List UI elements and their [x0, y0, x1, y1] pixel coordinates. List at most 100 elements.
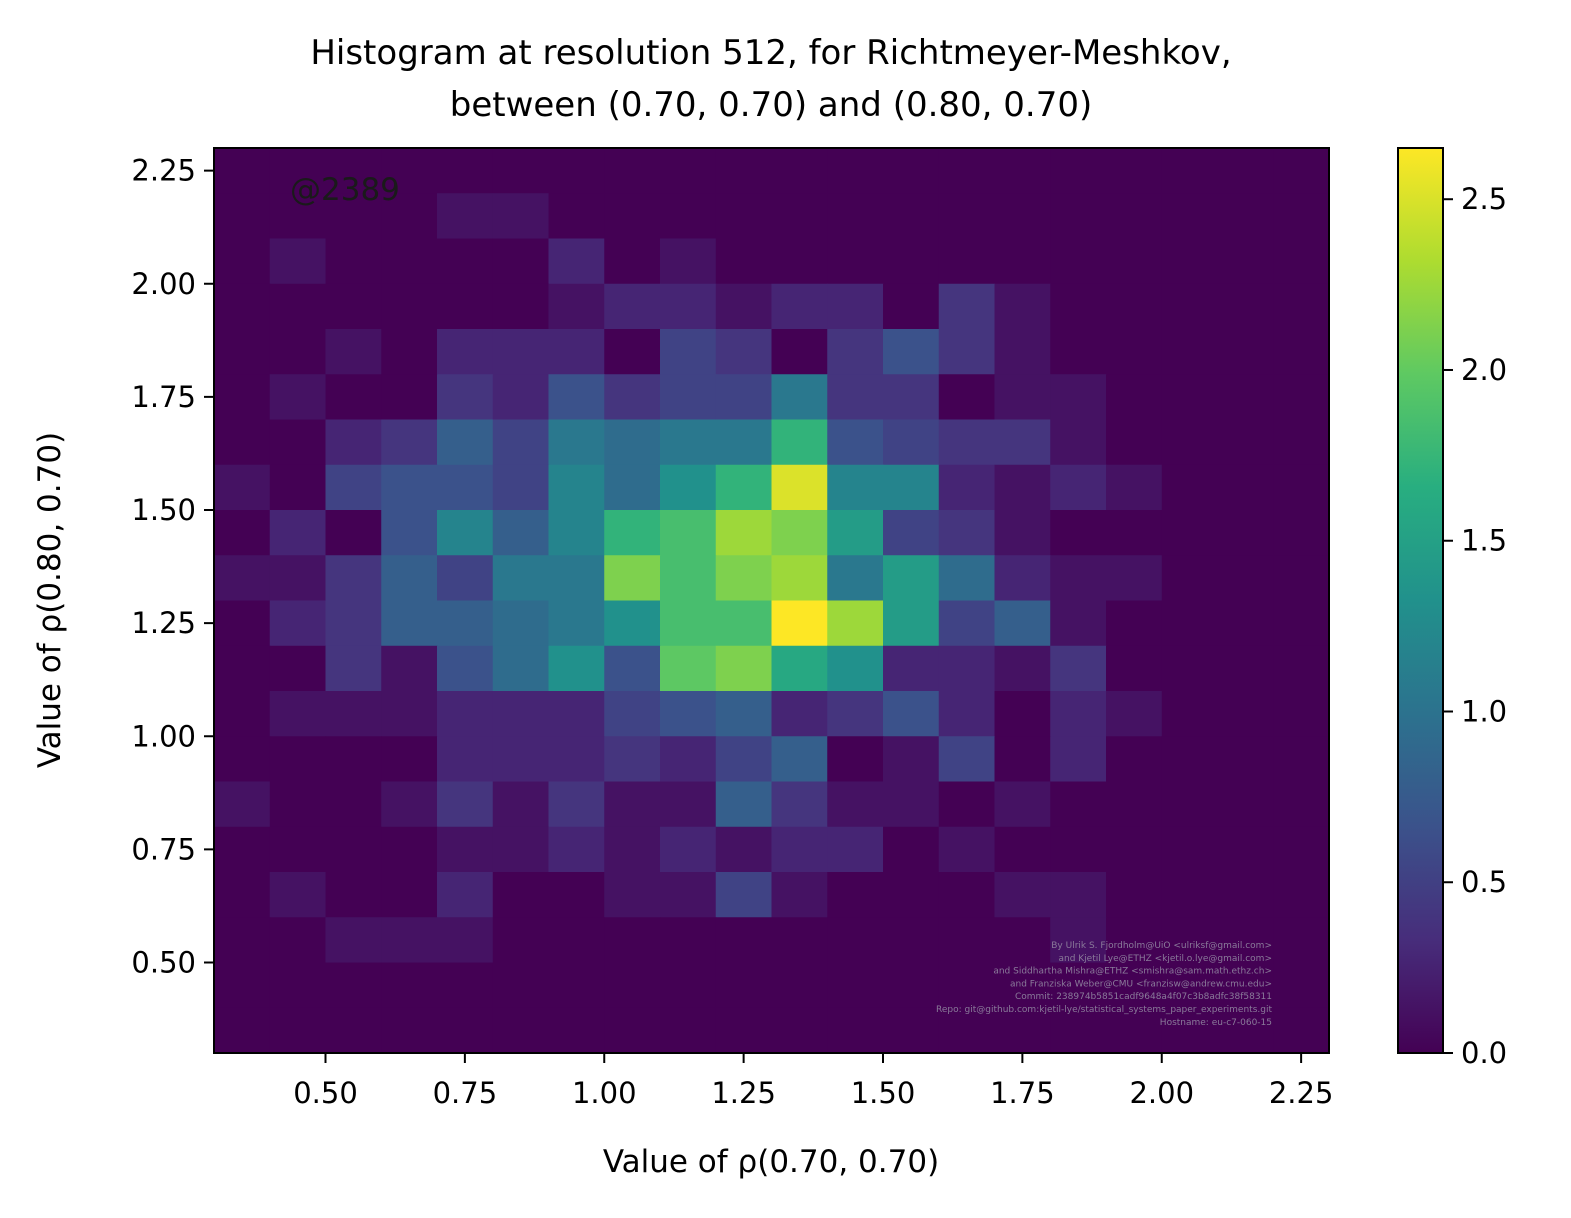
heatmap-cell — [771, 736, 828, 783]
heatmap-cell — [492, 645, 550, 692]
heatmap-cell — [827, 238, 884, 285]
heatmap-cell — [325, 329, 382, 375]
heatmap-cell — [771, 555, 828, 602]
heatmap-cell — [604, 510, 661, 556]
heatmap-cell — [938, 555, 996, 602]
heatmap-cell — [548, 917, 605, 964]
heatmap-cell — [1050, 238, 1107, 285]
colorbar-tick-label: 2.0 — [1461, 353, 1507, 387]
heatmap-cell — [214, 193, 271, 240]
heatmap-cell — [381, 419, 438, 466]
heatmap-cell — [1106, 329, 1163, 375]
heatmap-cell — [1106, 283, 1163, 330]
heatmap-cell — [492, 510, 550, 556]
heatmap-cell — [715, 283, 773, 330]
heatmap-cell — [1050, 1007, 1107, 1054]
heatmap-cell — [883, 1007, 940, 1054]
heatmap-cell — [381, 826, 438, 873]
heatmap-cell — [1106, 148, 1163, 194]
heatmap-cell — [437, 555, 494, 602]
heatmap-cell — [660, 781, 717, 828]
heatmap-cell — [938, 736, 996, 783]
heatmap-cell — [938, 826, 996, 873]
heatmap-cell — [660, 736, 717, 783]
x-tick-label: 1.50 — [851, 1076, 916, 1110]
heatmap-cell — [938, 464, 996, 511]
heatmap-cell — [1050, 600, 1107, 647]
heatmap-cell — [938, 1007, 996, 1054]
heatmap-cell — [1217, 238, 1274, 285]
y-axis: 0.50 0.75 1.00 1.25 1.50 1.75 2.00 2.25 — [131, 154, 214, 980]
heatmap-cell — [492, 374, 550, 421]
heatmap-cell — [827, 781, 884, 828]
heatmap-cell — [325, 600, 382, 647]
heatmap-cell — [381, 645, 438, 692]
heatmap-cell — [269, 193, 327, 240]
heatmap-cell — [994, 193, 1051, 240]
heatmap-cell — [214, 736, 271, 783]
heatmap-cell — [827, 1007, 884, 1054]
y-tick-label: 1.75 — [131, 380, 196, 414]
heatmap-cell — [1217, 736, 1274, 783]
heatmap-cell — [1050, 510, 1107, 556]
heatmap-cell — [715, 374, 773, 421]
heatmap-cell — [381, 1007, 438, 1054]
heatmap-cell — [1106, 781, 1163, 828]
colorbar-tick-label: 2.5 — [1461, 182, 1507, 216]
heatmap-cell — [1106, 736, 1163, 783]
heatmap-cell — [1273, 464, 1330, 511]
heatmap-cell — [938, 510, 996, 556]
heatmap-cell — [827, 826, 884, 873]
heatmap-cell — [715, 419, 773, 466]
heatmap-cell — [437, 962, 494, 1009]
heatmap-cell — [437, 645, 494, 692]
heatmap-cell — [1161, 691, 1219, 737]
heatmap-cell — [1106, 1007, 1163, 1054]
heatmap-cell — [1217, 329, 1274, 375]
x-axis-label: Value of ρ(0.70, 0.70) — [603, 1144, 939, 1180]
heatmap-cell — [883, 645, 940, 692]
heatmap-cell — [660, 464, 717, 511]
heatmap-cell — [548, 600, 605, 647]
heatmap-cell — [325, 1007, 382, 1054]
heatmap-cell — [604, 600, 661, 647]
heatmap-cell — [1217, 193, 1274, 240]
heatmap-cell — [325, 283, 382, 330]
heatmap-cell — [1273, 510, 1330, 556]
heatmap-cell — [1217, 148, 1274, 194]
heatmap-cell — [437, 419, 494, 466]
x-axis: 0.50 0.75 1.00 1.25 1.50 1.75 2.00 2.25 — [293, 1053, 1333, 1110]
heatmap-cell — [771, 600, 828, 647]
heatmap-cell — [1050, 464, 1107, 511]
heatmap-cell — [1217, 691, 1274, 737]
heatmap-cell — [269, 691, 327, 737]
heatmap-cell — [325, 419, 382, 466]
credit-line: Repo: git@github.com:kjetil-lye/statisti… — [936, 1005, 1272, 1015]
heatmap-cell — [1217, 283, 1274, 330]
heatmap-cell — [1161, 872, 1219, 918]
heatmap-cell — [1161, 464, 1219, 511]
heatmap-cell — [771, 238, 828, 285]
heatmap-cell — [938, 329, 996, 375]
heatmap-cell — [883, 510, 940, 556]
heatmap-cell — [660, 148, 717, 194]
heatmap-cell — [771, 148, 828, 194]
heatmap-cell — [548, 645, 605, 692]
heatmap-cells — [214, 148, 1330, 1054]
heatmap-cell — [883, 555, 940, 602]
heatmap-cell — [660, 645, 717, 692]
heatmap-cell — [437, 826, 494, 873]
heatmap-cell — [1050, 148, 1107, 194]
heatmap-cell — [1161, 238, 1219, 285]
heatmap-cell — [994, 600, 1051, 647]
x-tick-label: 2.25 — [1269, 1076, 1334, 1110]
heatmap-cell — [771, 917, 828, 964]
heatmap-cell — [604, 374, 661, 421]
heatmap-cell — [1273, 600, 1330, 647]
x-tick-label: 2.00 — [1129, 1076, 1194, 1110]
heatmap-cell — [269, 510, 327, 556]
heatmap-cell — [437, 464, 494, 511]
heatmap-cell — [381, 781, 438, 828]
heatmap-cell — [1106, 555, 1163, 602]
colorbar-tick-label: 0.0 — [1461, 1036, 1507, 1070]
